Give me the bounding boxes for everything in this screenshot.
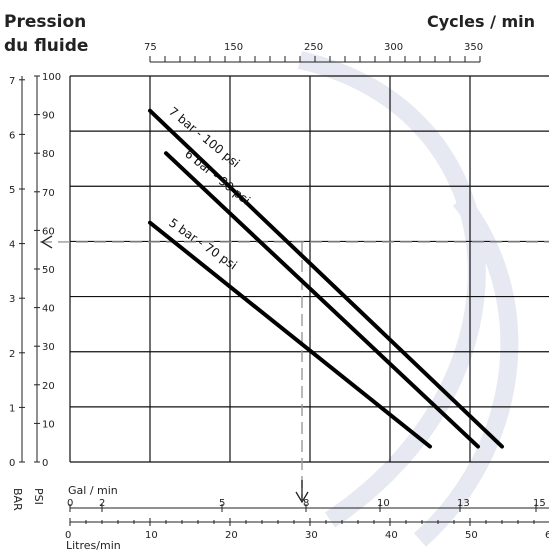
gal-tick-label: 2 — [99, 498, 105, 509]
gal-tick-label: 15 — [533, 498, 546, 509]
chart-title-line1: Pression — [4, 12, 86, 32]
bottom-axes: 0 2 5 8 10 13 15 0 10 20 30 40 50 60 — [65, 498, 549, 541]
bar-tick-label: 5 — [9, 185, 15, 196]
reference-lines — [40, 235, 549, 504]
bar-tick-label: 1 — [9, 403, 15, 414]
gal-tick-label: 5 — [219, 498, 225, 509]
bar-tick-label: 2 — [9, 349, 15, 360]
psi-tick-label: 10 — [42, 419, 55, 430]
psi-tick-label: 40 — [42, 304, 55, 315]
top-tick-label: 350 — [464, 42, 483, 53]
chart-grid — [69, 75, 549, 463]
lpm-tick-label: 30 — [305, 530, 318, 541]
gal-tick-label: 13 — [457, 498, 470, 509]
gal-axis-title: Gal / min — [68, 484, 118, 497]
lpm-tick-label: 0 — [65, 530, 71, 541]
top-axis-title: Cycles / min — [427, 12, 535, 31]
psi-tick-label: 20 — [42, 381, 55, 392]
reference-arrow-left — [40, 235, 53, 249]
lpm-tick-label: 20 — [225, 530, 238, 541]
gal-tick-label: 10 — [377, 498, 390, 509]
psi-tick-label: 50 — [42, 265, 55, 276]
bar-tick-label: 3 — [9, 294, 15, 305]
psi-tick-label: 60 — [42, 226, 55, 237]
series-line-3 — [148, 220, 432, 449]
gal-tick-label: 0 — [67, 498, 73, 509]
gal-tick-label: 8 — [303, 498, 309, 509]
top-tick-label: 150 — [224, 42, 243, 53]
watermark-swirl — [297, 51, 519, 547]
psi-tick-label: 90 — [42, 111, 55, 122]
series-line-1 — [148, 108, 504, 449]
bar-tick-label: 4 — [9, 240, 15, 251]
lpm-tick-label: 40 — [385, 530, 398, 541]
bar-tick-label: 6 — [9, 130, 15, 141]
bar-tick-label: 7 — [9, 76, 15, 87]
lpm-axis-title: Litres/min — [66, 539, 121, 552]
lpm-tick-label: 50 — [465, 530, 478, 541]
top-tick-label: 75 — [144, 42, 157, 53]
psi-tick-label: 30 — [42, 342, 55, 353]
top-axis: 75 150 250 300 350 — [144, 42, 483, 63]
bar-tick-label: 0 — [9, 458, 15, 469]
lpm-tick-label: 10 — [145, 530, 158, 541]
psi-tick-label: 0 — [42, 458, 48, 469]
psi-tick-label: 100 — [42, 72, 61, 83]
reference-arrow-down — [295, 491, 309, 504]
lpm-tick-label: 60 — [545, 530, 549, 541]
chart-title-line2: du fluide — [4, 36, 88, 56]
series-line-2 — [164, 151, 480, 449]
psi-tick-label: 70 — [42, 188, 55, 199]
top-tick-label: 250 — [304, 42, 323, 53]
top-tick-label: 300 — [384, 42, 403, 53]
psi-tick-label: 80 — [42, 149, 55, 160]
psi-axis-label: PSI — [32, 488, 45, 505]
bar-axis-label: BAR — [11, 488, 24, 511]
